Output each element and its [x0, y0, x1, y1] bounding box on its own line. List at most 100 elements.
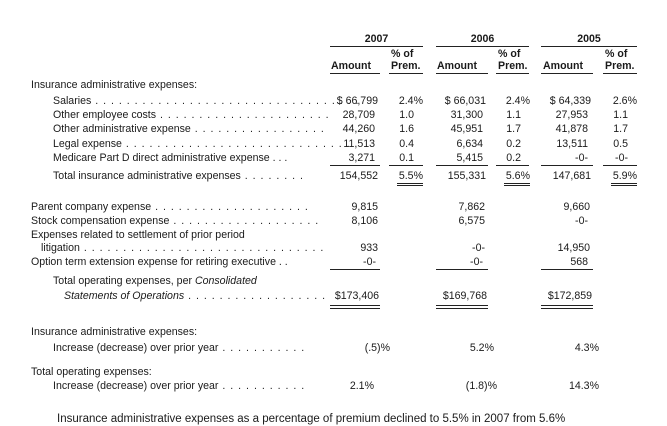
pct-header-2007-l2: Prem.	[391, 60, 421, 72]
inc1-label: Increase (decrease) over prior year . . …	[53, 342, 306, 354]
settlement-label-line2: litigation . . . . . . . . . . . . . . .…	[41, 242, 325, 254]
settlement-label-line1: Expenses related to settlement of prior …	[31, 229, 245, 241]
other-row-text: Stock compensation expense	[31, 215, 170, 227]
other-row-2005: -0-	[575, 215, 588, 227]
admin-row-2006-pct: 0.2	[506, 152, 521, 164]
admin-row-2007-pct: 1.0	[399, 109, 414, 121]
other-row-2006: 6,575	[458, 215, 485, 227]
amount-header-2005: Amount	[543, 60, 584, 72]
total-opex-2005: $172,859	[547, 290, 592, 302]
admin-row-text: Medicare Part D direct administrative ex…	[53, 152, 270, 164]
other-row-label: Parent company expense . . . . . . . . .…	[31, 201, 309, 213]
total-opex-text: Total operating expenses, per	[53, 275, 192, 287]
pct-header-2005-l1: % of	[605, 48, 628, 60]
admin-row-2005-amount: 27,953	[555, 109, 588, 121]
admin-row-2007-pct: 0.4	[399, 138, 414, 150]
total-admin-2005-pct: 5.9%	[611, 170, 637, 186]
admin-row-2007-pct: 2.4%	[398, 95, 423, 107]
admin-row-2006-amount: 6,634	[456, 138, 483, 150]
total-opex-label-line2: Statements of Operations . . . . . . . .…	[64, 290, 327, 302]
admin-row-label: Other administrative expense . . . . . .…	[53, 123, 325, 135]
admin-row-2005-pct: 1.1	[613, 109, 628, 121]
settlement-2007: 933	[360, 242, 378, 254]
admin-row-label: Medicare Part D direct administrative ex…	[53, 152, 288, 164]
body-paragraph: Insurance administrative expenses as a p…	[0, 412, 667, 426]
other-row-2006: 7,862	[458, 201, 485, 213]
settlement-2005: 14,950	[557, 242, 590, 254]
admin-row-2006-amount: 5,415	[456, 152, 483, 164]
admin-row-2007-amount: 28,709	[342, 109, 375, 121]
admin-row-text: Legal expense	[53, 138, 122, 150]
settlement-label-text: litigation	[41, 242, 80, 254]
pct-header-2006-l2: Prem.	[498, 60, 528, 72]
admin-row-2007-pct: 1.6	[399, 123, 414, 135]
admin-row-2005-amount: 13,511	[556, 138, 588, 150]
total-admin-label: Total insurance administrative expenses …	[53, 170, 304, 182]
inc1-2005: 4.3%	[574, 342, 599, 354]
admin-row-2005-amount: 41,878	[555, 123, 588, 135]
admin-row-label: Other employee costs . . . . . . . . . .…	[53, 109, 330, 121]
total-admin-2007-amount: 154,552	[339, 170, 378, 182]
admin-row-2006-pct: 2.4%	[505, 95, 530, 107]
admin-row-2007-amount: 11,513	[343, 138, 375, 150]
inc2-2005: 14.3%	[568, 380, 599, 392]
admin-row-2006-pct: 1.7	[506, 123, 521, 135]
admin-row-2006-pct: 1.1	[506, 109, 521, 121]
total-admin-2006-amount: 155,331	[447, 170, 486, 182]
admin-row-2006-pct: 0.2	[506, 138, 521, 150]
option-2006: -0-	[470, 256, 483, 268]
other-row-label: Stock compensation expense . . . . . . .…	[31, 215, 320, 227]
admin-row-2007-amount: 3,271	[348, 152, 375, 164]
total-admin-text: Total insurance administrative expenses	[53, 170, 241, 182]
section-admin-expenses-label: Insurance administrative expenses:	[31, 79, 198, 91]
inc2-text: Increase (decrease) over prior year	[53, 380, 219, 392]
admin-row-2005-pct: 0.5	[613, 138, 628, 150]
pct-header-2006-l1: % of	[498, 48, 521, 60]
admin-row-2006-amount: 31,300	[450, 109, 483, 121]
total-admin-2006-pct: 5.6%	[504, 170, 530, 186]
year-2007-header: 2007	[364, 33, 389, 45]
other-row-text: Parent company expense	[31, 201, 152, 213]
total-opex-italic-1: Consolidated	[194, 275, 257, 287]
admin-row-2005-pct: -0-	[615, 152, 628, 164]
option-2005: 568	[570, 256, 588, 268]
total-opex-2006: $169,768	[442, 290, 487, 302]
inc2-heading: Total operating expenses:	[31, 366, 152, 378]
admin-row-2005-amount: $ 64,339	[549, 95, 591, 107]
total-opex-2007: $173,406	[334, 290, 379, 302]
admin-row-2007-amount: 44,260	[342, 123, 375, 135]
admin-row-label: Salaries . . . . . . . . . . . . . . . .…	[53, 95, 360, 107]
option-2007: -0-	[363, 256, 376, 268]
inc1-2006: 5.2%	[469, 342, 494, 354]
inc2-2006: (1.8)%	[465, 380, 497, 392]
amount-header-2007: Amount	[331, 60, 372, 72]
admin-row-2007-amount: $ 66,799	[336, 95, 378, 107]
year-2006-header: 2006	[470, 33, 495, 45]
admin-row-2006-amount: 45,951	[450, 123, 483, 135]
admin-row-2006-amount: $ 66,031	[444, 95, 486, 107]
pct-header-2005-l2: Prem.	[605, 60, 635, 72]
amount-header-2006: Amount	[437, 60, 478, 72]
admin-row-text: Other administrative expense	[53, 123, 191, 135]
admin-row-text: Salaries	[53, 95, 92, 107]
inc1-text: Increase (decrease) over prior year	[53, 342, 219, 354]
inc2-2007: 2.1%	[349, 380, 374, 392]
inc1-heading: Insurance administrative expenses:	[31, 326, 198, 338]
total-admin-2007-pct: 5.5%	[397, 170, 423, 186]
total-opex-italic-2: Statements of Operations	[64, 290, 185, 302]
settlement-2006: -0-	[472, 242, 485, 254]
option-term-label: Option term extension expense for retiri…	[31, 256, 288, 268]
admin-row-text: Other employee costs	[53, 109, 157, 121]
total-opex-label-line1: Total operating expenses, per Consolidat…	[53, 275, 257, 287]
inc2-label: Increase (decrease) over prior year . . …	[53, 380, 306, 392]
other-row-2007: 9,815	[351, 201, 378, 213]
admin-row-2007-pct: 0.1	[399, 152, 414, 164]
paragraph-text: Insurance administrative expenses as a p…	[57, 413, 566, 425]
pct-header-2007-l1: % of	[391, 48, 414, 60]
admin-row-2005-pct: 2.6%	[612, 95, 637, 107]
total-admin-2005-amount: 147,681	[552, 170, 591, 182]
other-row-2005: 9,660	[563, 201, 590, 213]
other-row-2007: 8,106	[351, 215, 378, 227]
admin-row-2005-pct: 1.7	[613, 123, 628, 135]
admin-row-label: Legal expense . . . . . . . . . . . . . …	[53, 138, 351, 150]
